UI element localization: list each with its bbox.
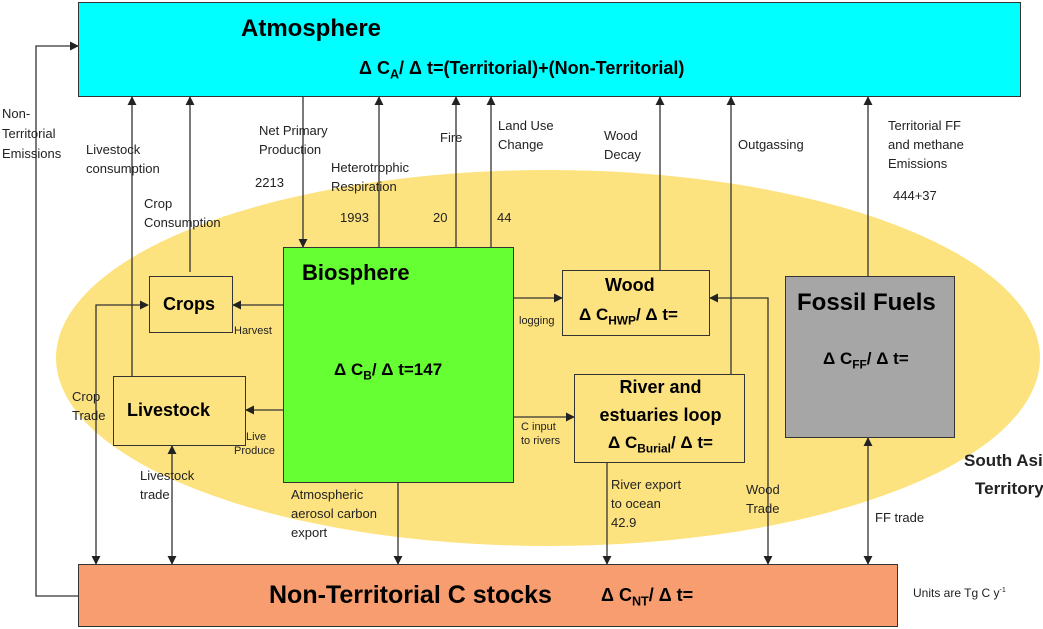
land-use-label-1: Land Use bbox=[498, 118, 554, 133]
c-input-label-2: to rivers bbox=[521, 435, 561, 447]
crop-trade-label-1: Crop bbox=[72, 389, 101, 404]
harvest-label: Harvest bbox=[234, 325, 272, 337]
livestock-consumption-label-1: Livestock bbox=[86, 142, 141, 157]
river-equation: Δ CBurial/ Δ t= bbox=[608, 433, 713, 456]
river-title-line1: River and bbox=[619, 377, 702, 397]
fire-value: 20 bbox=[433, 210, 448, 225]
npp-label-2: Production bbox=[259, 142, 322, 157]
wood-equation: Δ CHWP/ Δ t= bbox=[579, 305, 678, 328]
biosphere-title: Biosphere bbox=[302, 260, 410, 285]
fire-label: Fire bbox=[440, 130, 463, 145]
wood-decay-label-1: Wood bbox=[604, 128, 638, 143]
non-territorial-equation: Δ CNT/ Δ t= bbox=[601, 585, 694, 609]
river-export-value: 42.9 bbox=[611, 515, 637, 530]
territorial-ff-value: 444+37 bbox=[893, 188, 937, 203]
territorial-ff-label-1: Territorial FF bbox=[888, 118, 961, 133]
crop-consumption-label-1: Crop bbox=[144, 196, 173, 211]
livestock-title: Livestock bbox=[127, 400, 211, 420]
crops-title: Crops bbox=[163, 294, 216, 314]
non-territorial-emissions-arrow bbox=[35, 41, 79, 597]
wood-title: Wood bbox=[605, 275, 655, 295]
crops-box: Crops bbox=[149, 276, 233, 333]
npp-value: 2213 bbox=[255, 175, 284, 190]
crop-consumption-label-2: Consumption bbox=[144, 215, 221, 230]
live-produce-label-1: Live bbox=[246, 431, 267, 443]
non-territorial-box: Non-Territorial C stocks Δ CNT/ Δ t= bbox=[78, 564, 898, 627]
territory-label-line2: Territory bbox=[975, 479, 1043, 498]
non-territorial-emissions-label-2: Territorial bbox=[2, 126, 56, 141]
wood-trade-label-1: Wood bbox=[746, 482, 780, 497]
river-box: River and estuaries loop Δ CBurial/ Δ t= bbox=[574, 374, 745, 463]
heterotrophic-value: 1993 bbox=[340, 210, 369, 225]
river-export-label-2: to ocean bbox=[611, 496, 661, 511]
non-territorial-emissions-label-1: Non- bbox=[2, 106, 31, 121]
biosphere-box: Biosphere Δ CB/ Δ t=147 bbox=[283, 247, 514, 483]
heterotrophic-label-2: Respiration bbox=[331, 179, 397, 194]
livestock-consumption-label-2: consumption bbox=[86, 161, 160, 176]
territory-label-line1: South Asia bbox=[964, 451, 1043, 470]
live-produce-label-2: Produce bbox=[234, 445, 275, 457]
biosphere-equation: Δ CB/ Δ t=147 bbox=[334, 360, 443, 383]
units-label: Units are Tg C y-1 bbox=[913, 585, 1006, 600]
atmosphere-box: Atmosphere Δ CA/ Δ t=(Territorial)+(Non-… bbox=[78, 2, 1021, 97]
crop-trade-arrow bbox=[91, 300, 149, 565]
wood-box: Wood Δ CHWP/ Δ t= bbox=[562, 270, 710, 336]
livestock-trade-label-1: Livestock bbox=[140, 468, 195, 483]
livestock-trade-label-2: trade bbox=[140, 487, 170, 502]
territorial-ff-label-2: and methane bbox=[888, 137, 964, 152]
heterotrophic-label-1: Heterotrophic bbox=[331, 160, 410, 175]
aerosol-label-3: export bbox=[291, 525, 328, 540]
c-input-label-1: C input bbox=[521, 421, 556, 433]
logging-label: logging bbox=[519, 315, 555, 327]
wood-trade-arrow bbox=[709, 293, 773, 565]
crop-trade-label-2: Trade bbox=[72, 408, 106, 423]
non-territorial-emissions-label-3: Emissions bbox=[2, 146, 62, 161]
wood-decay-label-2: Decay bbox=[604, 147, 641, 162]
fossil-fuels-title: Fossil Fuels bbox=[797, 289, 936, 316]
river-export-label-1: River export bbox=[611, 477, 682, 492]
land-use-label-2: Change bbox=[498, 137, 544, 152]
wood-trade-label-2: Trade bbox=[746, 501, 780, 516]
fossil-fuels-equation: Δ CFF/ Δ t= bbox=[823, 349, 909, 372]
land-use-value: 44 bbox=[497, 210, 512, 225]
river-title-line2: estuaries loop bbox=[599, 405, 722, 425]
territorial-ff-label-3: Emissions bbox=[888, 156, 948, 171]
aerosol-label-1: Atmospheric bbox=[291, 487, 364, 502]
fossil-fuels-box: Fossil Fuels Δ CFF/ Δ t= bbox=[785, 276, 955, 438]
outgassing-label: Outgassing bbox=[738, 137, 804, 152]
atmosphere-title: Atmosphere bbox=[241, 15, 382, 42]
atmosphere-equation: Δ CA/ Δ t=(Territorial)+(Non-Territorial… bbox=[359, 58, 685, 82]
non-territorial-title: Non-Territorial C stocks bbox=[269, 581, 552, 609]
ff-trade-label: FF trade bbox=[875, 510, 925, 525]
aerosol-label-2: aerosol carbon bbox=[291, 506, 377, 521]
livestock-box: Livestock bbox=[113, 376, 246, 446]
npp-label-1: Net Primary bbox=[259, 123, 328, 138]
